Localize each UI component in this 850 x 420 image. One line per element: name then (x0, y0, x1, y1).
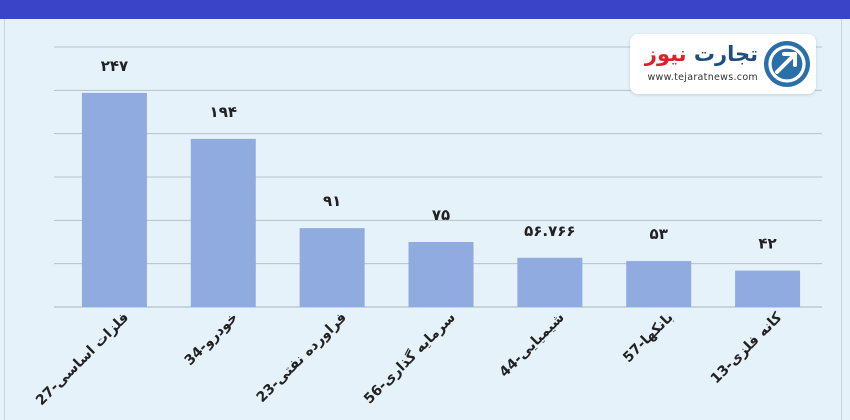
bar-3 (299, 228, 365, 307)
bar-7 (735, 270, 801, 307)
category-label: 27-فلزات اساسی (33, 310, 132, 409)
bar-5 (517, 257, 583, 307)
bar-value-label: ۷۵ (432, 206, 450, 224)
bar-value-label: ۹۱ (323, 192, 341, 210)
tejaratnews-logo: تجارت نیوز www.tejaratnews.com (630, 34, 816, 94)
category-label: 56-سرمایه گذاری (360, 309, 458, 407)
bar-1 (81, 92, 147, 307)
bar-4 (408, 242, 474, 307)
bar-2 (190, 138, 256, 307)
bar-value-label: ۵۳ (650, 225, 668, 243)
category-label: 34-خودرو (182, 310, 241, 369)
bar-value-label: ۴۲ (758, 235, 776, 253)
logo-word-2: نیوز (644, 42, 687, 66)
bar-value-label: ۱۹۴ (210, 103, 237, 121)
category-label: 44-شیمیایی (497, 310, 568, 381)
category-label: 23-فراورده نفتی (254, 310, 350, 406)
logo-word-1: تجارت (693, 42, 758, 66)
gridlines (54, 46, 822, 308)
category-label: 57-بانکها (620, 310, 676, 366)
bar-value-label: ۵۶.۷۶۶ (524, 222, 575, 240)
logo-mark-icon (764, 41, 810, 87)
value-labels: ۲۴۷ ۱۹۴ ۹۱ ۷۵ ۵۶.۷۶۶ ۵۳ ۴۲ (101, 57, 777, 253)
category-label: 13-کانه فلزی (708, 309, 786, 387)
bar-value-label: ۲۴۷ (101, 57, 128, 75)
chart-frame (4, 19, 842, 420)
bars (81, 92, 801, 307)
bar-6 (626, 261, 692, 307)
logo-url: www.tejaratnews.com (647, 72, 758, 83)
logo-wordmark: تجارت نیوز (645, 40, 758, 68)
header-band (0, 0, 850, 19)
